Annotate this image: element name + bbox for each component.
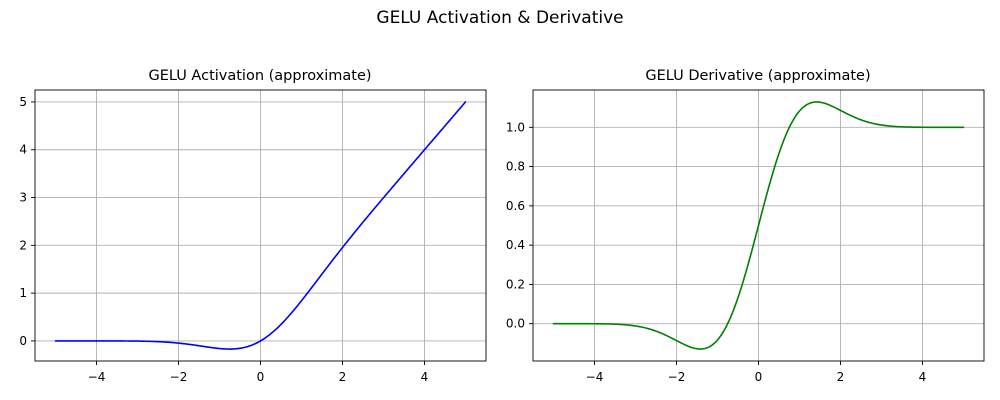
y-tick-label: 3	[19, 191, 27, 205]
ticks-activation: −4 −2 0 2 4 0 1 2 3 4 5	[19, 95, 428, 384]
y-tick-label: 0	[19, 334, 27, 348]
y-tick-label: 0.8	[506, 160, 525, 174]
grid-derivative	[533, 90, 984, 361]
x-tick-label: 4	[919, 370, 927, 384]
ticks-derivative: −4 −2 0 2 4 0.0 0.2 0.4 0.6 0.8 1.0	[506, 120, 926, 384]
x-tick-label: 2	[339, 370, 347, 384]
chart-title-activation: GELU Activation (approximate)	[148, 68, 371, 84]
axes-frame-activation	[34, 89, 487, 362]
x-tick-label: −4	[586, 370, 604, 384]
figure-suptitle: GELU Activation & Derivative	[376, 8, 623, 28]
grid-activation	[35, 90, 486, 361]
y-tick-label: 2	[19, 238, 27, 252]
x-tick-label: −2	[668, 370, 686, 384]
y-tick-label: 0.6	[506, 199, 525, 213]
y-tick-label: 1	[19, 286, 27, 300]
x-tick-label: 0	[755, 370, 763, 384]
x-tick-label: −4	[88, 370, 106, 384]
chart-activation: GELU Activation (approximate) −4 −2 0 2 4 0 1 2…	[19, 68, 487, 384]
x-tick-label: 2	[837, 370, 845, 384]
y-tick-label: 5	[19, 95, 27, 109]
y-tick-label: 0.4	[506, 238, 525, 252]
chart-title-derivative: GELU Derivative (approximate)	[645, 68, 870, 84]
chart-derivative: GELU Derivative (approximate) −4 −2 0 2 4 0.0…	[506, 68, 985, 384]
series-line-derivative	[552, 101, 965, 350]
series-line-activation	[54, 101, 467, 350]
x-tick-label: −2	[170, 370, 188, 384]
x-tick-label: 4	[421, 370, 429, 384]
y-tick-label: 4	[19, 143, 27, 157]
axes-frame-derivative	[532, 89, 985, 362]
y-tick-label: 0.2	[506, 277, 525, 291]
y-tick-label: 0.0	[506, 317, 525, 331]
y-tick-label: 1.0	[506, 120, 525, 134]
x-tick-label: 0	[257, 370, 265, 384]
